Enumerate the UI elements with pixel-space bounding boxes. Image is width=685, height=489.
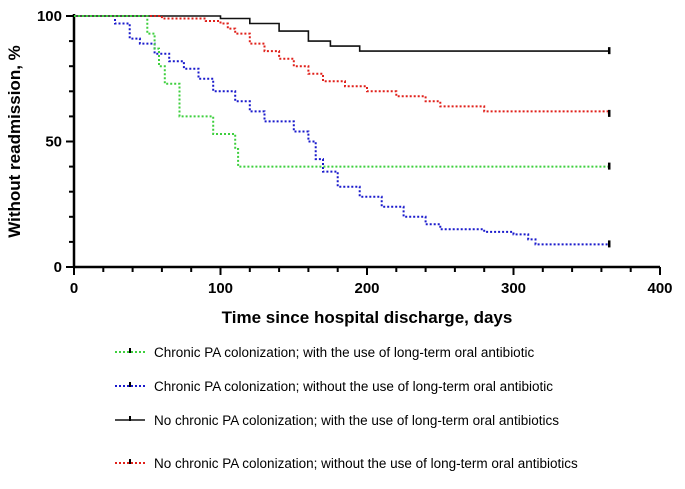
x-tick-label: 300 <box>501 280 526 297</box>
y-tick-label: 50 <box>45 134 62 151</box>
y-tick-label: 0 <box>54 259 62 276</box>
x-axis-title: Time since hospital discharge, days <box>222 308 513 327</box>
series-line-2 <box>74 15 609 52</box>
series-line-1 <box>74 15 609 246</box>
legend-item: No chronic PA colonization; without the … <box>115 456 578 471</box>
x-tick-label: 400 <box>647 280 672 297</box>
legend-label: No chronic PA colonization; with the use… <box>154 413 559 428</box>
x-tick-label: 100 <box>208 280 233 297</box>
y-tick-label: 100 <box>37 8 62 25</box>
series-layer <box>74 15 611 248</box>
legend: Chronic PA colonization; with the use of… <box>115 345 578 471</box>
legend-label: Chronic PA colonization; without the use… <box>154 379 553 394</box>
legend-item: Chronic PA colonization; without the use… <box>115 379 553 394</box>
x-tick-label: 0 <box>70 280 78 297</box>
legend-item: No chronic PA colonization; with the use… <box>115 413 559 428</box>
legend-item: Chronic PA colonization; with the use of… <box>115 345 534 360</box>
series-line-0 <box>74 15 609 168</box>
series-line-3 <box>74 15 610 114</box>
y-axis-title: Without readmission, % <box>5 45 24 238</box>
legend-label: No chronic PA colonization; without the … <box>154 456 578 471</box>
axes: 0 100 200 300 400 0 50 100 <box>37 8 673 297</box>
x-tick-label: 200 <box>354 280 379 297</box>
legend-label: Chronic PA colonization; with the use of… <box>154 345 534 360</box>
